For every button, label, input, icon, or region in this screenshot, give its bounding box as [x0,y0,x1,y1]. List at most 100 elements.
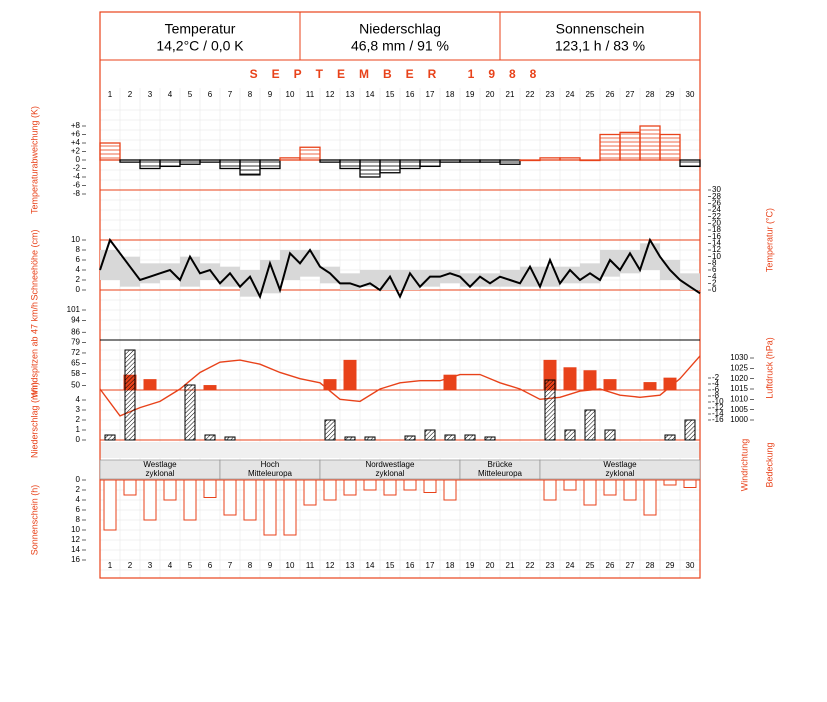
tick-label: -6 [73,181,81,190]
day-label: 16 [406,90,415,99]
precip-bar [104,434,116,441]
precip-bar [124,349,136,441]
precip-bar [364,436,376,441]
tick-label: 2 [76,275,81,284]
weather-type-label: Nordwestlage [366,460,415,469]
tick-label: 16 [712,232,721,241]
day-label: 24 [566,561,575,570]
day-label: 1 [108,90,113,99]
bar [103,479,117,531]
anomaly-bar [559,157,581,161]
tick-label: 72 [71,348,80,357]
tick-label: 50 [71,381,80,390]
day-label: 11 [306,90,315,99]
day-label: 24 [566,90,575,99]
anomaly-bar [399,159,421,170]
day-label: 6 [208,90,213,99]
bar [183,479,197,521]
tick-label: 0 [76,285,81,294]
month-title: SEPTEMBER 1988 [250,67,551,81]
day-label: 9 [268,90,273,99]
day-label: 8 [248,561,253,570]
header-value: 46,8 mm / 91 % [351,38,449,54]
day-label: 25 [586,561,595,570]
day-label: 27 [626,90,635,99]
tick-label: 1015 [730,384,748,393]
tick-label: 86 [71,327,80,336]
day-label: 13 [346,561,355,570]
tick-label: 4 [76,495,81,504]
bar [283,479,297,536]
day-label: 28 [646,561,655,570]
bar [163,479,177,501]
bar [223,479,237,516]
anomaly-bar [139,159,161,170]
tick-label: -4 [73,172,81,181]
precip-bar [424,429,436,441]
day-label: 23 [546,561,555,570]
precip-bar [224,436,236,441]
tick-label: -8 [73,189,81,198]
day-label: 12 [326,90,335,99]
precip-bar [464,434,476,441]
tick-label: 58 [71,369,80,378]
tick-label: 1020 [730,374,748,383]
cloud-band [100,442,700,458]
anomaly-bar [359,159,381,178]
normal-range [680,273,700,290]
tick-label: 8 [76,245,81,254]
axis-title: Windspitzen ab 47 km/h [29,302,39,398]
anomaly-bar [259,159,281,170]
bar [623,479,637,501]
weather-type-label: Hoch [261,460,280,469]
tick-label: +4 [71,138,81,147]
normal-range [120,256,140,287]
bar [583,479,597,506]
tick-label: 12 [71,535,80,544]
anomaly-bar [659,133,681,161]
precip-bar [324,419,336,441]
bar [303,479,317,506]
weather-type-label: Westlage [143,460,177,469]
bar [143,379,157,391]
normal-range [340,273,360,290]
weather-type-label: Brücke [488,460,513,469]
anomaly-bar [679,159,701,168]
anomaly-bar [499,159,521,165]
header-title: Niederschlag [359,21,441,37]
anomaly-bar [599,133,621,161]
bar [123,479,137,496]
day-label: 2 [128,90,133,99]
tick-label: -10 [712,397,724,406]
tick-label: 3 [76,405,81,414]
day-label: 9 [268,561,273,570]
bar [323,479,337,501]
day-label: 4 [168,90,173,99]
data-line [99,355,701,417]
anomaly-bar [379,159,401,174]
tick-label: +2 [71,147,81,156]
day-label: 19 [466,561,475,570]
weather-type-label: Mitteleuropa [478,469,523,478]
tick-label: -2 [73,164,81,173]
bar [263,479,277,536]
normal-range [620,250,640,274]
weather-type-label: zyklonal [606,469,635,478]
precip-bar [684,419,696,441]
precip-bar [544,379,556,441]
anomaly-bar [239,159,261,176]
tick-label: 1025 [730,363,748,372]
tick-label: 26 [712,198,721,207]
anomaly-bar [579,159,601,162]
day-label: 6 [208,561,213,570]
bar [683,479,697,488]
anomaly-bar [439,159,461,163]
day-label: 14 [366,561,375,570]
day-label: 17 [426,561,435,570]
header-value: 14,2°C / 0,0 K [156,38,244,54]
day-label: 30 [686,561,695,570]
tick-label: +8 [71,121,81,130]
data-line [99,237,701,300]
tick-label: 8 [76,515,81,524]
